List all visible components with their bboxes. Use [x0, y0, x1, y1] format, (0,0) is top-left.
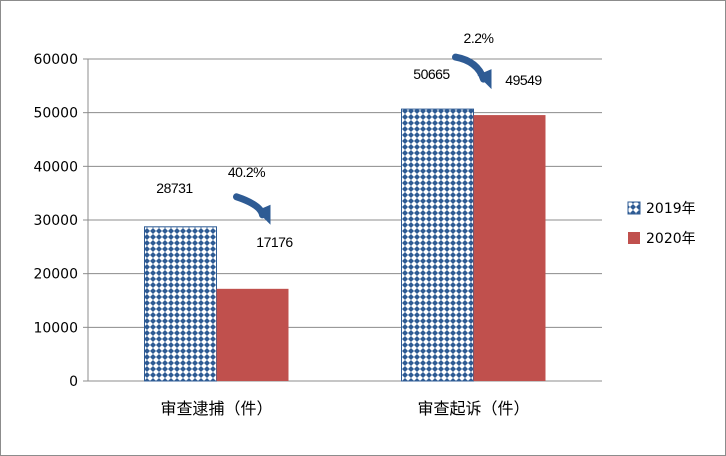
- legend: 2019年 2020年: [627, 201, 696, 247]
- y-tick-label: 40000: [33, 159, 78, 175]
- legend-entry: 2020年: [646, 231, 696, 247]
- y-tick-label: 60000: [33, 52, 78, 68]
- x-tick-label: 审查逮捕（件）: [160, 399, 272, 418]
- legend-swatch: [628, 232, 640, 244]
- y-tick-label: 10000: [33, 320, 78, 336]
- y-tick-label: 0: [69, 374, 78, 390]
- change-arrow-head: [256, 204, 271, 225]
- data-label: 49549: [505, 72, 542, 88]
- data-labels: 28731 17176 50665 49549 40.2% 2.2%: [156, 30, 543, 250]
- change-arrow-head: [477, 69, 492, 90]
- percent-change-label: 2.2%: [464, 30, 494, 46]
- data-label: 17176: [256, 234, 293, 250]
- data-label: 28731: [156, 180, 193, 196]
- y-tick-label: 50000: [33, 106, 78, 122]
- y-tick-label: 30000: [33, 213, 78, 229]
- data-label: 50665: [413, 66, 450, 82]
- bars: [144, 108, 546, 382]
- x-tick-label: 审查起诉（件）: [417, 399, 529, 418]
- percent-change-label: 40.2%: [228, 164, 265, 180]
- bar: [216, 288, 289, 381]
- bar: [144, 226, 217, 382]
- bar: [401, 108, 474, 382]
- legend-entry: 2019年: [646, 201, 696, 217]
- legend-swatch: [627, 201, 641, 215]
- y-tick-label: 20000: [33, 267, 78, 283]
- bar: [473, 115, 546, 381]
